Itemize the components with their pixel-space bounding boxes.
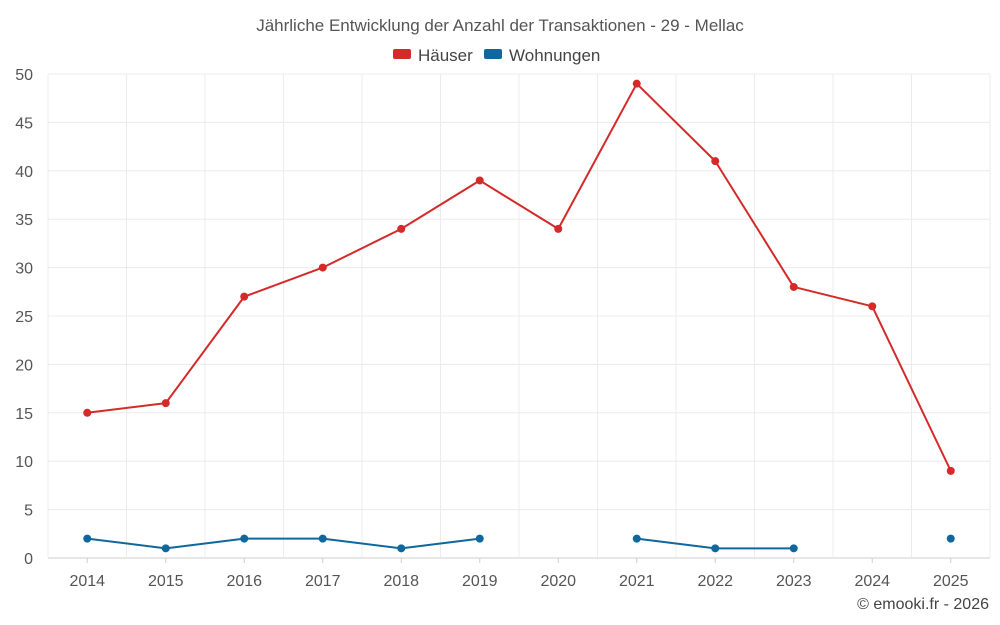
data-point[interactable] [868,302,877,311]
x-tick-label: 2016 [226,573,262,590]
data-point[interactable] [632,79,641,88]
series-haeuser [83,79,955,475]
y-axis: 0 5 10 15 20 25 30 35 40 45 50 [15,67,33,568]
x-tick-label: 2023 [776,573,812,590]
legend-item-haeuser[interactable]: Häuser [393,46,473,65]
y-tick-label: 0 [24,551,33,568]
series-wohnungen [83,534,955,553]
data-point[interactable] [161,544,170,553]
x-tick-label: 2020 [540,573,576,590]
legend-swatch-wohnungen [484,49,502,59]
data-point[interactable] [161,399,170,408]
data-point[interactable] [554,224,563,233]
data-point[interactable] [475,176,484,185]
data-point[interactable] [83,534,92,543]
series-line [87,537,480,550]
legend-swatch-haeuser [393,49,411,59]
x-tick-label: 2018 [383,573,419,590]
grid [47,73,991,559]
data-point[interactable] [711,157,720,166]
data-point[interactable] [475,534,484,543]
y-tick-label: 40 [15,164,33,181]
legend-label-haeuser: Häuser [418,46,473,65]
series-layer [83,79,955,553]
legend-label-wohnungen: Wohnungen [509,46,600,65]
data-point[interactable] [318,263,327,272]
data-point[interactable] [789,282,798,291]
y-tick-label: 35 [15,212,33,229]
y-tick-label: 10 [15,454,33,471]
data-point[interactable] [397,224,406,233]
data-point[interactable] [632,534,641,543]
data-point[interactable] [946,466,955,475]
chart-title: Jährliche Entwicklung der Anzahl der Tra… [256,16,744,35]
y-tick-label: 25 [15,309,33,326]
x-tick-label: 2025 [933,573,969,590]
data-point[interactable] [397,544,406,553]
data-point[interactable] [789,544,798,553]
data-point[interactable] [240,534,249,543]
x-tick-label: 2019 [462,573,498,590]
legend[interactable]: Häuser Wohnungen [393,46,600,65]
series-line [87,82,952,472]
y-tick-label: 50 [15,67,33,84]
x-tick-label: 2024 [854,573,890,590]
legend-item-wohnungen[interactable]: Wohnungen [484,46,600,65]
y-tick-label: 5 [24,503,33,520]
y-tick-label: 45 [15,115,33,132]
x-axis: 2014 2015 2016 2017 2018 2019 2020 2021 2022 2023… [69,558,969,590]
x-tick-label: 2021 [619,573,655,590]
data-point[interactable] [83,408,92,417]
x-tick-label: 2014 [69,573,105,590]
y-tick-label: 15 [15,406,33,423]
data-point[interactable] [240,292,249,301]
x-tick-label: 2022 [697,573,733,590]
data-point[interactable] [318,534,327,543]
data-point[interactable] [711,544,720,553]
credit-text: © emooki.fr - 2026 [857,596,989,613]
x-tick-label: 2017 [305,573,341,590]
data-point[interactable] [946,534,955,543]
y-tick-label: 20 [15,357,33,374]
x-tick-label: 2015 [148,573,184,590]
y-tick-label: 30 [15,261,33,278]
